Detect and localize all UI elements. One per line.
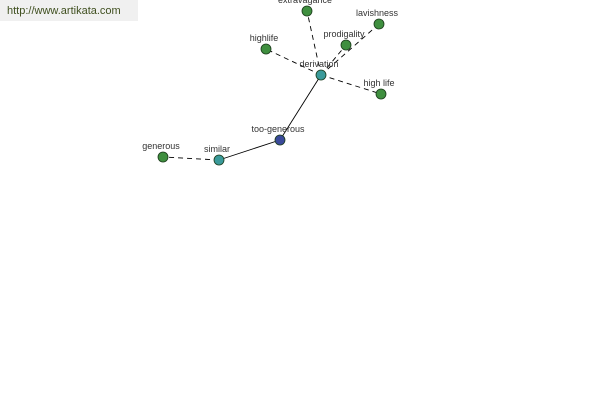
edge-too-generous-similar xyxy=(218,139,281,161)
edge-too-generous-derivation xyxy=(279,74,322,141)
node-extravagance[interactable] xyxy=(301,5,313,17)
node-label-highlife[interactable]: highlife xyxy=(250,33,279,43)
edge-derivation-lavishness xyxy=(320,23,380,76)
node-derivation[interactable] xyxy=(315,69,327,81)
node-label-prodigality[interactable]: prodigality xyxy=(323,29,365,39)
node-similar[interactable] xyxy=(213,154,225,166)
node-label-extravagance[interactable]: extravagance xyxy=(278,0,332,5)
edge-derivation-prodigality xyxy=(320,44,347,76)
node-lavishness[interactable] xyxy=(373,18,385,30)
edge-derivation-high-life xyxy=(320,74,382,95)
node-label-derivation[interactable]: derivation xyxy=(299,59,338,69)
node-label-lavishness[interactable]: lavishness xyxy=(356,8,399,18)
edge-derivation-highlife xyxy=(265,48,322,76)
node-generous[interactable] xyxy=(157,151,169,163)
watermark-link[interactable]: http://www.artikata.com xyxy=(0,0,138,21)
node-label-high-life[interactable]: high life xyxy=(363,78,394,88)
edge-derivation-extravagance xyxy=(306,10,322,76)
node-too-generous[interactable] xyxy=(274,134,286,146)
node-highlife[interactable] xyxy=(260,43,272,55)
node-prodigality[interactable] xyxy=(340,39,352,51)
node-label-generous[interactable]: generous xyxy=(142,141,180,151)
edge-similar-generous xyxy=(162,156,220,161)
node-label-too-generous[interactable]: too-generous xyxy=(251,124,305,134)
node-label-similar[interactable]: similar xyxy=(204,144,230,154)
node-high-life[interactable] xyxy=(375,88,387,100)
